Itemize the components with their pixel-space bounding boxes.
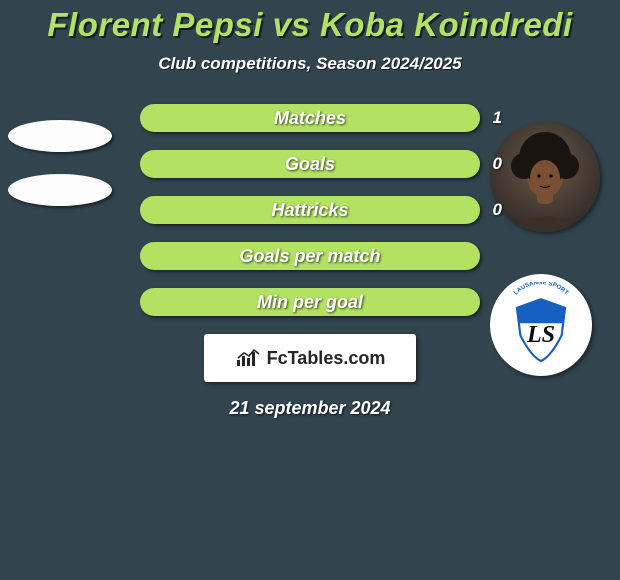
stat-bar-value: 1 xyxy=(493,104,502,132)
date-line: 21 september 2024 xyxy=(0,398,620,419)
stat-bars: Matches1 Goals0 Hattricks0 Goals per match M… xyxy=(140,104,480,316)
player-photo xyxy=(490,122,600,232)
stat-bar-label: Hattricks xyxy=(140,196,480,224)
stat-bar-value: 0 xyxy=(493,150,502,178)
watermark-text: FcTables.com xyxy=(267,348,386,369)
chart-icon xyxy=(235,348,261,368)
stat-bar-value: 0 xyxy=(493,196,502,224)
left-placeholder-group xyxy=(8,120,112,206)
player-photo-svg xyxy=(490,122,600,232)
left-placeholder-1 xyxy=(8,120,112,152)
stat-bar-1: Goals0 xyxy=(140,150,480,178)
stat-bar-2: Hattricks0 xyxy=(140,196,480,224)
stat-bar-label: Goals per match xyxy=(140,242,480,270)
stat-bar-label: Goals xyxy=(140,150,480,178)
stat-bar-3: Goals per match xyxy=(140,242,480,270)
svg-text:LAUSANNE SPORT: LAUSANNE SPORT xyxy=(513,282,569,297)
stat-bar-4: Min per goal xyxy=(140,288,480,316)
stat-bar-0: Matches1 xyxy=(140,104,480,132)
club-badge: LAUSANNE SPORT LS xyxy=(490,274,592,376)
club-badge-svg: LAUSANNE SPORT LS xyxy=(498,282,584,368)
svg-text:LS: LS xyxy=(526,322,555,348)
watermark-box: FcTables.com xyxy=(204,334,416,382)
page-title: Florent Pepsi vs Koba Koindredi xyxy=(0,0,620,44)
right-photo-group: LAUSANNE SPORT LS xyxy=(490,122,600,376)
stat-bar-label: Min per goal xyxy=(140,288,480,316)
stat-bar-label: Matches xyxy=(140,104,480,132)
subtitle: Club competitions, Season 2024/2025 xyxy=(0,54,620,74)
left-placeholder-2 xyxy=(8,174,112,206)
